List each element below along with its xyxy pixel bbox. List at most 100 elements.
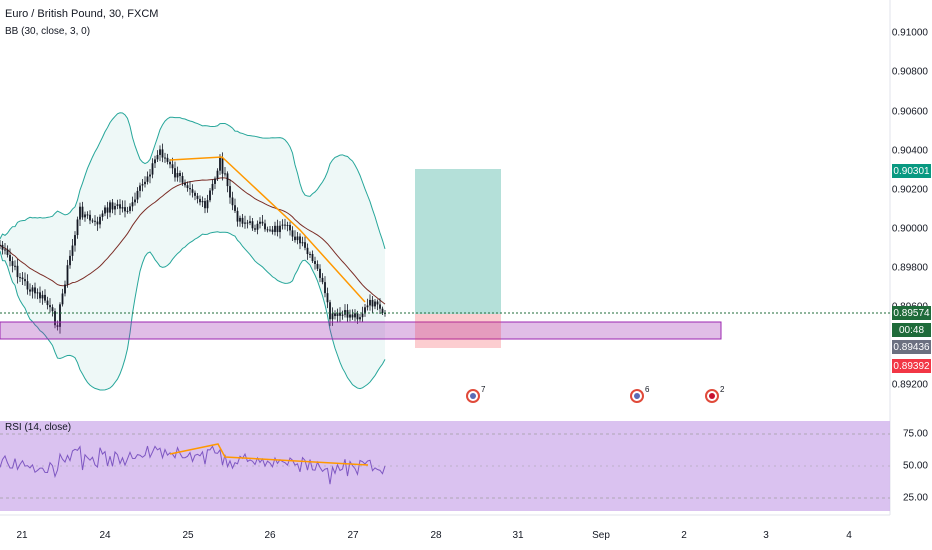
candle-body [66,265,69,285]
candle-body [189,188,191,190]
candle-body [101,213,104,217]
candle-body [351,314,354,318]
candle-body [301,242,304,244]
event-count: 6 [645,385,650,394]
candle-body [246,222,249,224]
candle-body [21,277,24,280]
candle-body [24,279,26,282]
bb-upper-line [0,112,386,250]
candle-body [159,149,161,155]
candle-body [379,304,381,309]
time-tick: 3 [763,530,769,541]
candle-body [244,222,246,224]
candle-body [259,221,261,224]
candle-body [169,161,171,165]
economic-event-flag[interactable]: 6 [630,385,649,403]
support-zone [0,321,722,340]
candle-body [176,172,179,178]
candle-body [251,221,254,229]
rsi-indicator-label[interactable]: RSI (14, close) [5,422,72,433]
candle-body [136,190,139,200]
candle-body [54,311,56,326]
candle-body [231,197,234,206]
candle-body [86,214,89,216]
candle-body [341,314,344,316]
candle-body [319,268,321,278]
candle-body [194,192,196,196]
candle-body [269,229,271,231]
candle-body [356,313,359,320]
candle-body [144,181,146,185]
candle-body [84,214,86,218]
candle-body [131,202,134,207]
time-tick: 28 [430,530,442,541]
candle-body [281,224,284,226]
candle-body [126,210,129,212]
entry-price-tag: 0.89436 [892,340,931,354]
time-tick: 21 [16,530,28,541]
candle-body [104,207,106,214]
candle-body [381,308,384,313]
candle-body [326,293,329,303]
candle-body [311,253,314,262]
time-tick: 4 [846,530,852,541]
long-position-loss-zone [415,314,501,348]
candle-body [151,163,154,175]
candle-body [179,172,181,177]
candle-body [304,242,306,248]
candle-body [324,282,326,294]
candle-body [361,313,364,318]
candle-body [196,195,199,199]
candle-body [49,305,51,308]
candle-body [6,249,9,255]
time-tick: 31 [512,530,524,541]
candle-body [11,261,14,266]
candle-body [56,325,59,327]
candle-body [371,299,374,307]
price-axis[interactable]: 0.91000 0.90800 0.90600 0.90400 0.90200 … [890,0,932,520]
rsi-line [0,445,386,485]
candle-body [374,301,376,307]
candle-body [211,183,214,191]
candle-body [201,201,204,203]
bb-indicator-label[interactable]: BB (30, close, 3, 0) [5,26,91,37]
candle-body [294,236,296,241]
candle-body [291,230,294,237]
price-tick: 0.90400 [891,145,928,157]
last-price-tag: 0.89574 [892,306,931,320]
candle-body [316,263,319,269]
economic-event-flag[interactable]: 2 [705,385,724,403]
candle-body [26,281,29,290]
candle-body [121,207,124,209]
candle-body [0,244,1,246]
candle-body [64,284,66,294]
event-count: 2 [720,385,725,394]
candle-body [349,314,351,318]
candle-body [254,228,256,230]
time-tick: 2 [681,530,687,541]
flag-event-icon [470,393,476,399]
rsi-tick: 75.00 [902,428,928,440]
candle-body [114,205,116,210]
symbol-title[interactable]: Euro / British Pound, 30, FXCM [5,8,159,20]
candle-body [339,312,341,316]
candle-body [106,207,109,213]
candle-body [359,317,361,320]
price-tick: 0.90000 [891,223,928,235]
candle-body [31,287,34,292]
candle-body [279,225,281,233]
candle-body [134,199,136,203]
candle-body [366,305,369,308]
event-count: 7 [481,385,486,394]
candle-body [69,255,71,266]
economic-event-flag[interactable]: 7 [466,385,485,403]
candle-body [61,293,64,305]
candle-body [289,224,291,231]
candle-body [149,174,151,177]
candle-body [299,236,301,244]
candle-body [91,220,94,222]
candle-body [216,170,219,179]
candle-body [116,204,119,206]
rsi-divergence-trendline [169,443,369,466]
